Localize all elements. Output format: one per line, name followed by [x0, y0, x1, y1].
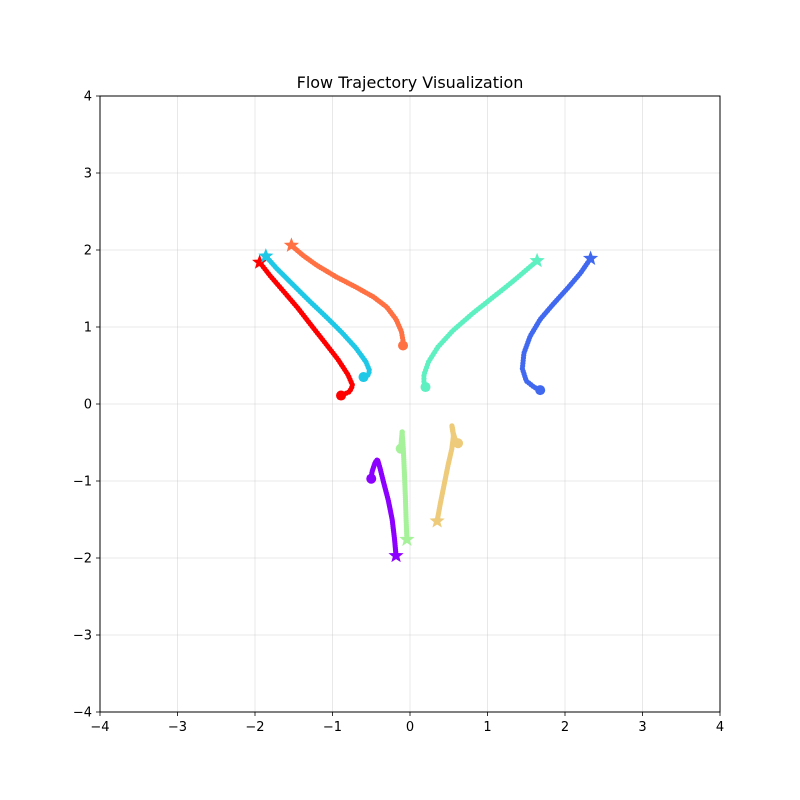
- trajectory-end-marker: [366, 473, 377, 484]
- trajectory-7: [395, 429, 415, 546]
- y-tick-label: 4: [84, 90, 92, 105]
- x-tick-label: 1: [483, 720, 491, 735]
- trajectory-start-marker: [388, 547, 404, 563]
- y-tick-label: −2: [73, 552, 92, 567]
- y-tick-label: 0: [84, 398, 92, 413]
- plot-series: [252, 237, 599, 563]
- trajectory-start-marker: [252, 254, 268, 269]
- trajectory-2: [258, 248, 372, 383]
- trajectory-start-marker: [258, 248, 274, 263]
- y-tick-label: 3: [84, 167, 92, 182]
- x-tick-label: −1: [323, 720, 342, 735]
- trajectory-end-marker: [535, 385, 546, 396]
- x-tick-label: 3: [638, 720, 646, 735]
- trajectory-6: [366, 457, 404, 563]
- trajectory-start-marker: [283, 237, 300, 252]
- x-tick-label: −3: [168, 720, 187, 735]
- trajectory-start-marker: [529, 252, 545, 268]
- y-tick-label: −4: [73, 706, 92, 721]
- y-tick-label: 2: [84, 244, 92, 259]
- x-tick-label: 0: [406, 720, 414, 735]
- trajectory-end-marker: [336, 390, 347, 401]
- y-tick-label: −3: [73, 629, 92, 644]
- trajectory-3: [283, 237, 409, 351]
- trajectory-start-marker: [429, 513, 445, 528]
- trajectory-end-marker: [358, 372, 369, 383]
- trajectory-end-marker: [395, 443, 406, 454]
- trajectory-start-marker: [582, 250, 599, 265]
- trajectory-end-marker: [453, 438, 464, 449]
- trajectory-end-marker: [398, 340, 409, 351]
- trajectory-5: [519, 250, 599, 396]
- axis-ticks: −4 −3 −2 −1 0 1 2 3 4 −4 −3 −2 −1 0 1 2 3 4: [73, 90, 724, 736]
- trajectory-4: [420, 252, 545, 393]
- y-tick-label: −1: [73, 475, 92, 490]
- trajectory-1: [252, 254, 355, 401]
- y-tick-label: 1: [84, 321, 92, 336]
- chart-title: Flow Trajectory Visualization: [297, 73, 524, 92]
- x-tick-label: 2: [561, 720, 569, 735]
- x-tick-label: −2: [245, 720, 264, 735]
- trajectory-end-marker: [420, 382, 431, 393]
- x-tick-label: 4: [716, 720, 724, 735]
- trajectory-start-marker: [399, 531, 415, 546]
- trajectory-8: [429, 423, 464, 528]
- x-tick-label: −4: [90, 720, 109, 735]
